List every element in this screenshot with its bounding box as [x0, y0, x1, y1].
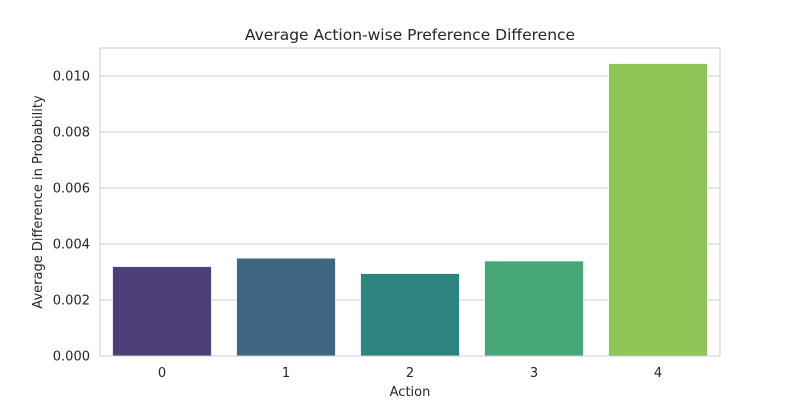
bar-action-0	[111, 265, 213, 357]
y-tick-label: 0.000	[53, 350, 90, 365]
bar-action-1	[235, 257, 337, 357]
plot-frame	[99, 47, 721, 357]
bars	[111, 62, 709, 357]
y-tick-label: 0.004	[53, 238, 90, 253]
y-tick-label: 0.010	[53, 70, 90, 85]
y-axis-ticks: 0.000 0.002 0.004 0.006 0.008 0.010	[53, 70, 90, 365]
x-axis-ticks: 0 1 2 3 4	[158, 366, 662, 381]
x-tick-label: 2	[406, 366, 414, 381]
y-tick-label: 0.008	[53, 126, 90, 141]
y-axis-label: Average Difference in Probability	[31, 95, 46, 309]
x-axis-label: Action	[390, 385, 431, 400]
chart-title: Average Action-wise Preference Differenc…	[245, 26, 575, 44]
x-tick-label: 1	[282, 366, 290, 381]
y-tick-label: 0.002	[53, 294, 90, 309]
x-tick-label: 4	[654, 366, 662, 381]
x-tick-label: 3	[530, 366, 538, 381]
bar-action-3	[483, 260, 585, 357]
bar-action-2	[359, 272, 461, 357]
bar-action-4	[607, 62, 709, 357]
y-tick-label: 0.006	[53, 182, 90, 197]
x-tick-label: 0	[158, 366, 166, 381]
